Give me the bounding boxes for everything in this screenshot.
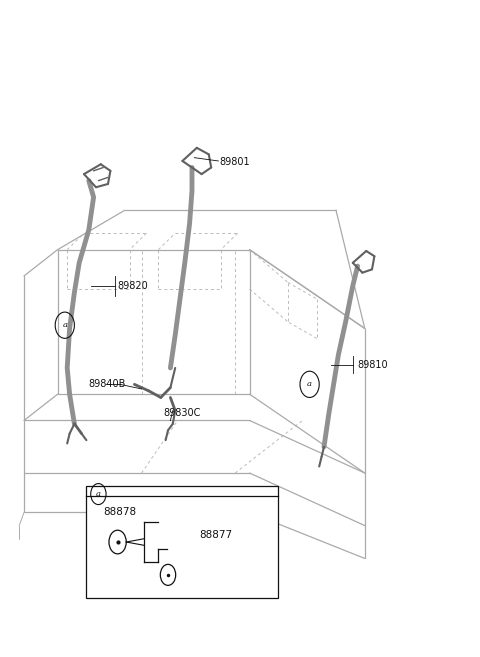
- Text: 89830C: 89830C: [163, 407, 201, 418]
- Text: a: a: [307, 380, 312, 388]
- FancyBboxPatch shape: [86, 486, 278, 598]
- Text: 89801: 89801: [220, 156, 251, 167]
- Text: 88877: 88877: [199, 530, 232, 541]
- Text: 89810: 89810: [358, 359, 388, 370]
- Text: 89840B: 89840B: [89, 379, 126, 390]
- Text: a: a: [96, 490, 101, 498]
- Text: 89820: 89820: [118, 281, 148, 291]
- Text: 88878: 88878: [103, 507, 136, 517]
- Text: a: a: [62, 321, 67, 329]
